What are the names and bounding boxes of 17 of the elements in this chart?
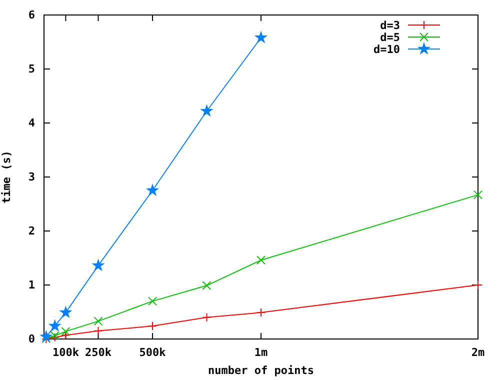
y-tick-label: 6 bbox=[28, 8, 36, 22]
x-tick-label: 500k bbox=[139, 346, 166, 359]
x-tick-label: 1m bbox=[254, 346, 268, 359]
x-axis-title: number of points bbox=[208, 364, 314, 377]
legend-label: d=10 bbox=[374, 43, 400, 56]
y-axis-title: time (s) bbox=[0, 150, 13, 204]
legend-label: d=5 bbox=[380, 31, 400, 44]
x-tick-label: 2m bbox=[471, 346, 485, 359]
y-tick-label: 3 bbox=[28, 170, 35, 184]
legend-label: d=3 bbox=[380, 19, 400, 32]
y-tick-label: 4 bbox=[28, 116, 36, 130]
y-tick-label: 1 bbox=[28, 278, 36, 292]
x-tick-label: 100k bbox=[52, 346, 80, 359]
x-tick-label: 250k bbox=[85, 346, 112, 359]
y-tick-label: 0 bbox=[28, 332, 35, 346]
y-tick-label: 2 bbox=[28, 224, 35, 238]
y-tick-label: 5 bbox=[28, 62, 35, 76]
